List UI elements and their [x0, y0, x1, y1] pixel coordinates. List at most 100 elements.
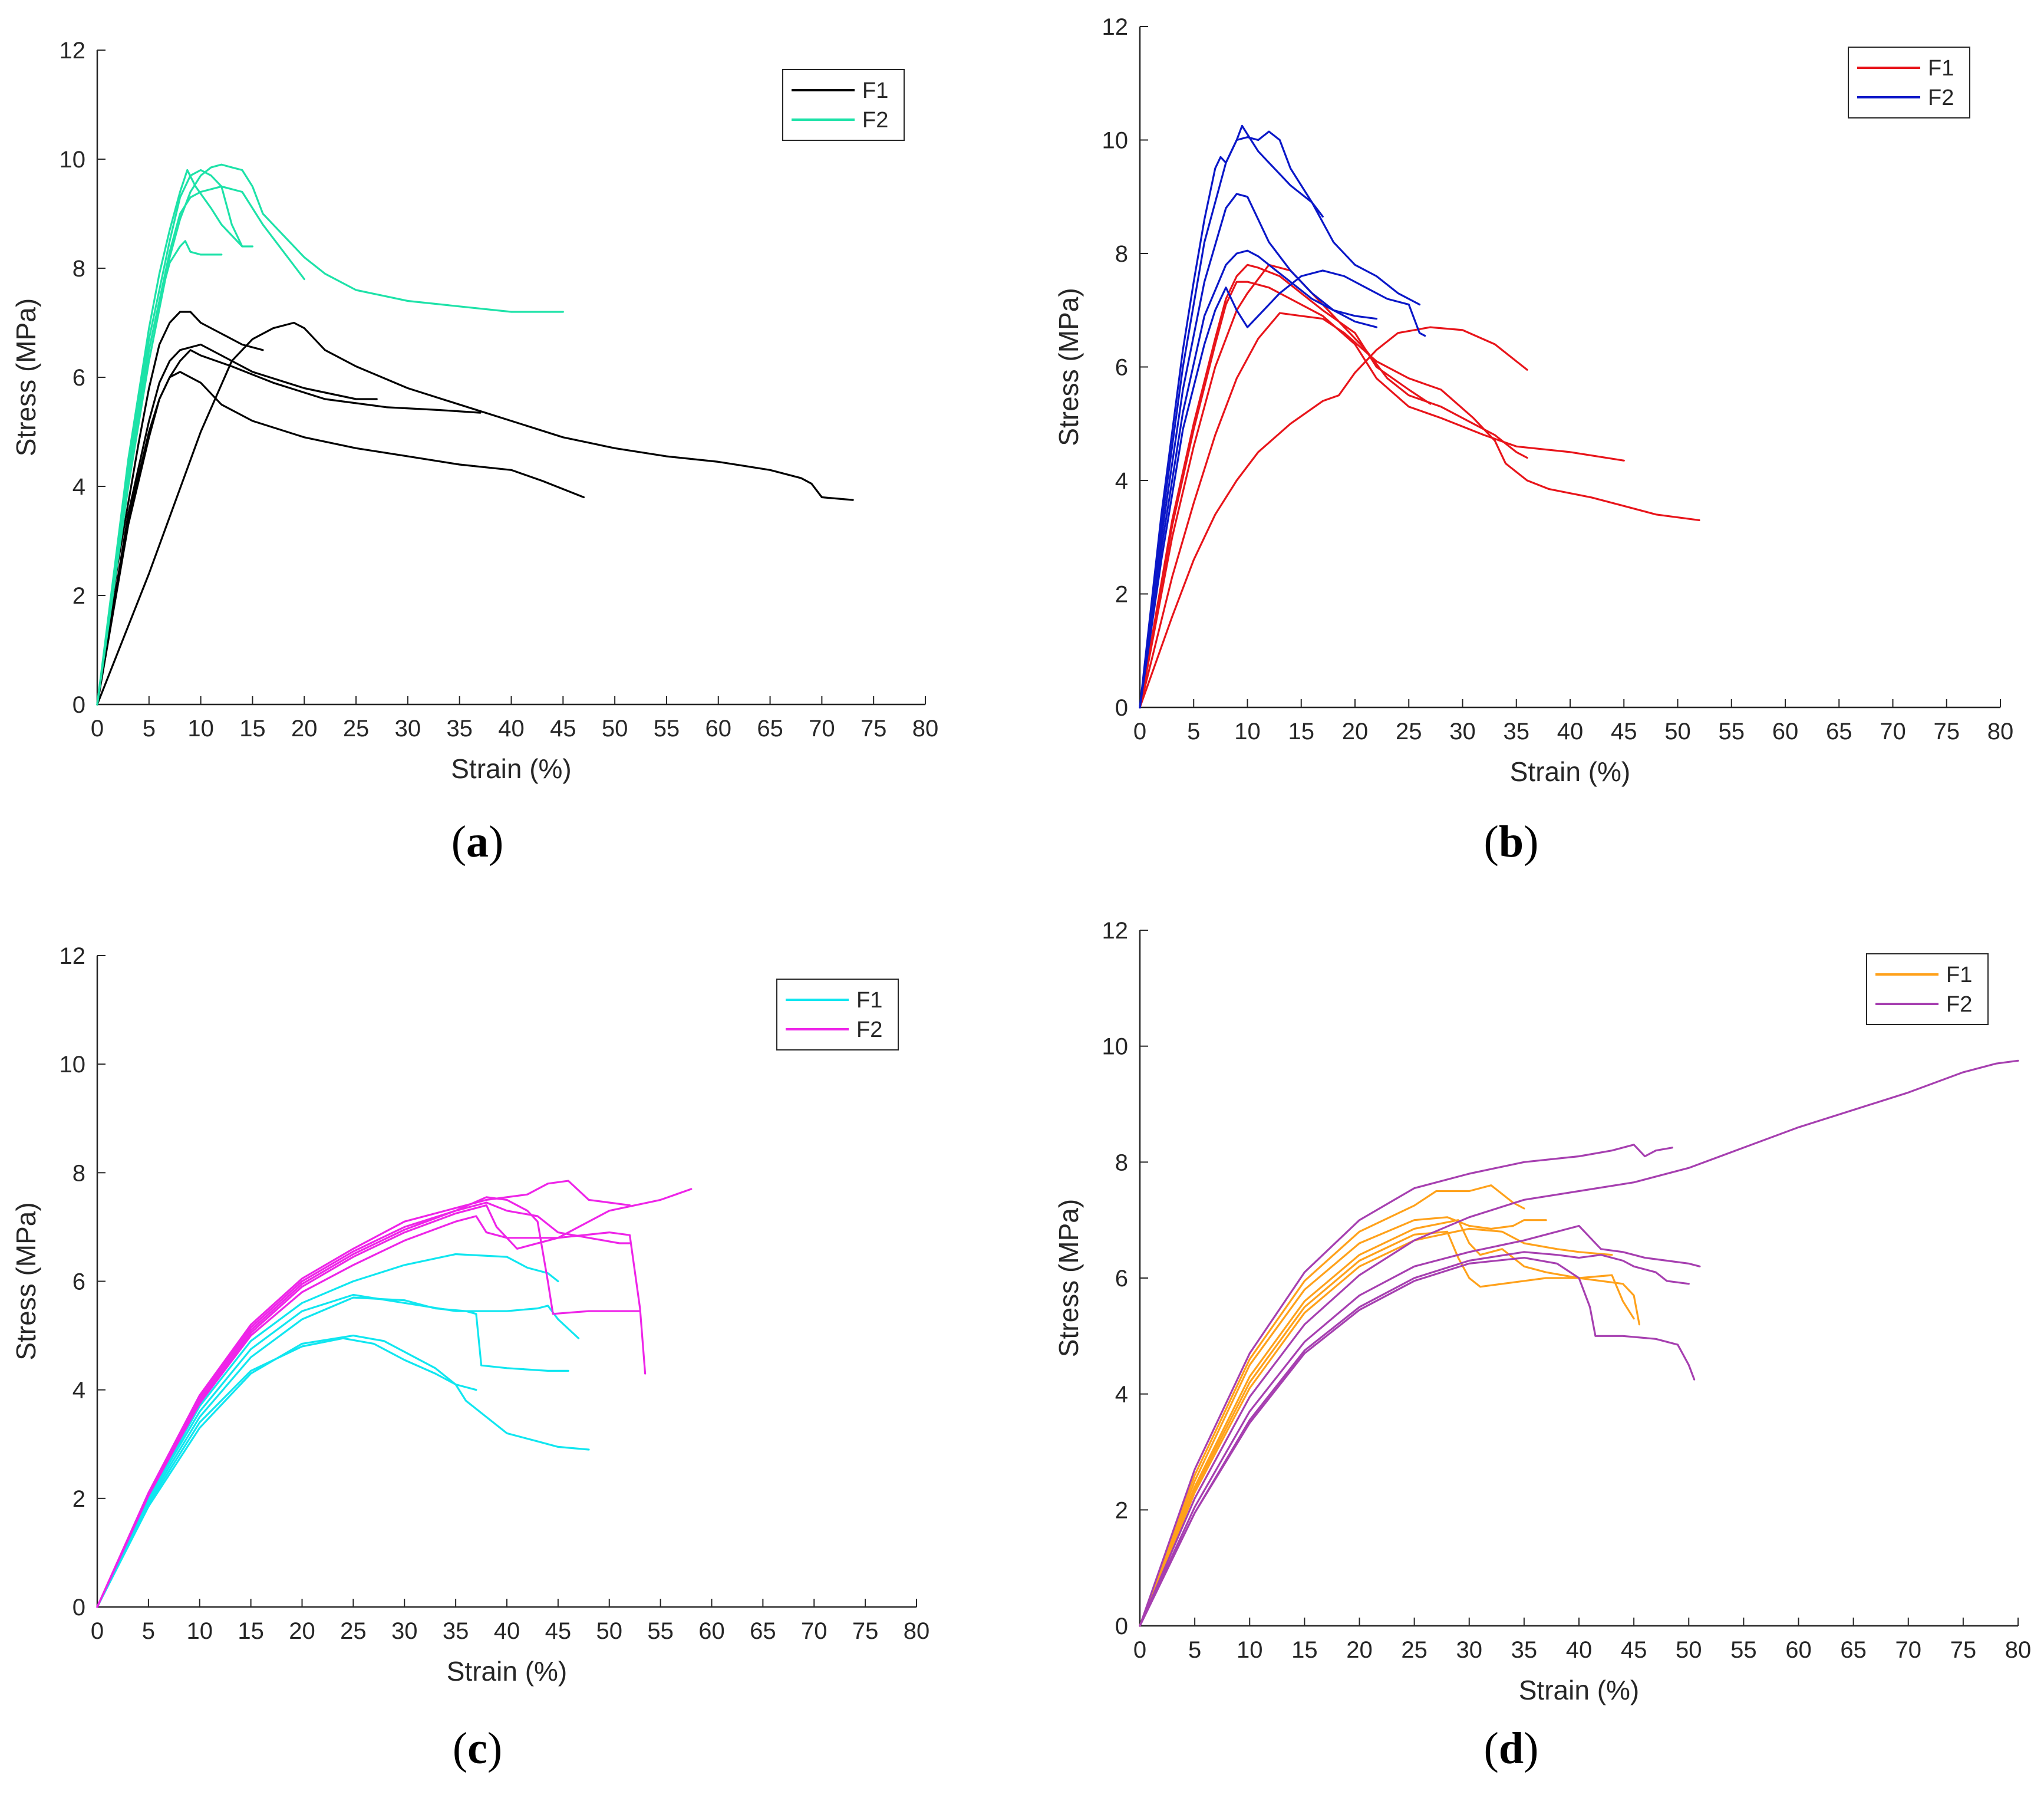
y-tick-label: 2: [72, 583, 85, 609]
x-tick-label: 5: [1188, 1637, 1201, 1663]
x-tick-label: 0: [1133, 1637, 1146, 1663]
legend-label: F2: [856, 1017, 882, 1042]
panel-c: 0 5 10 15 20 25 30 35 40 45 50 55 60 65 70 75 80 0 2 4 6 8 10 1…: [0, 904, 1022, 1807]
legend-label: F1: [856, 988, 882, 1013]
series-line-f2: [96, 1196, 641, 1608]
legend-box: [1848, 47, 1970, 118]
series-line-f1: [96, 1335, 590, 1608]
y-tick-label: 4: [72, 474, 85, 500]
x-tick-label: 35: [443, 1618, 469, 1644]
series-line-f2: [1139, 249, 1378, 709]
x-tick-label: 30: [391, 1618, 418, 1644]
x-tick-label: 40: [1566, 1637, 1593, 1663]
series-line-f2: [1139, 1251, 1690, 1627]
x-tick-label: 20: [1346, 1637, 1373, 1663]
series-line-f1: [1139, 312, 1700, 709]
series-line-f1: [1139, 326, 1528, 709]
y-tick-label: 10: [60, 1052, 86, 1078]
x-tick-label: 55: [1730, 1637, 1757, 1663]
x-tick-label: 45: [1621, 1637, 1647, 1663]
legend-label: F1: [1946, 963, 1972, 987]
legend-label: F2: [1928, 85, 1954, 110]
x-tick-label: 40: [498, 716, 525, 742]
series-line-f1: [96, 371, 585, 706]
x-tick-label: 15: [238, 1618, 264, 1644]
x-tick-label: 20: [291, 716, 318, 742]
series-line-f2: [1139, 269, 1426, 709]
caption-c: (c): [452, 1724, 503, 1773]
x-tick-label: 0: [91, 1618, 104, 1644]
x-tick-label: 5: [142, 1618, 155, 1644]
y-tick-label: 0: [72, 692, 85, 718]
y-tick-label: 0: [1115, 695, 1128, 721]
x-tick-label: 45: [545, 1618, 572, 1644]
y-tick-label: 8: [72, 1160, 85, 1186]
x-tick-label: 75: [852, 1618, 879, 1644]
caption-b: (b): [1483, 817, 1539, 867]
caption-d: (d): [1483, 1724, 1539, 1773]
x-tick-label: 50: [1664, 719, 1691, 745]
x-tick-label: 15: [239, 716, 266, 742]
x-tick-label: 55: [654, 716, 680, 742]
x-tick-label: 45: [550, 716, 576, 742]
x-tick-label: 50: [1676, 1637, 1702, 1663]
x-tick-label: 30: [1456, 1637, 1483, 1663]
x-axis-label: Strain (%): [1510, 756, 1630, 787]
legend-box: [782, 69, 905, 141]
x-tick-label: 25: [340, 1618, 367, 1644]
y-tick-label: 6: [72, 365, 85, 391]
series-line-f1: [1139, 1216, 1547, 1627]
x-tick-label: 75: [1950, 1637, 1977, 1663]
y-tick-label: 4: [72, 1378, 85, 1404]
x-axis-label: Strain (%): [1519, 1675, 1639, 1705]
series-line-f1: [1139, 264, 1528, 709]
series-line-f1: [96, 1296, 569, 1608]
y-tick-label: 8: [1115, 1150, 1128, 1175]
series-line-f2: [96, 1188, 693, 1608]
chart-b: 0 5 10 15 20 25 30 35 40 45 50 55 60 65 70 75 80 0 2 4 6 8 10 1…: [1053, 14, 2013, 787]
series-line-f1: [1139, 1184, 1525, 1627]
x-tick-label: 65: [1840, 1637, 1867, 1663]
x-tick-label: 65: [757, 716, 783, 742]
chart-c: 0 5 10 15 20 25 30 35 40 45 50 55 60 65 70 75 80 0 2 4 6 8 10 1…: [11, 943, 930, 1687]
x-tick-label: 25: [343, 716, 370, 742]
y-tick-label: 0: [72, 1595, 85, 1621]
y-tick-label: 10: [60, 147, 86, 173]
x-tick-label: 5: [143, 716, 156, 742]
series-line-f2: [1139, 1144, 1673, 1627]
x-tick-label: 80: [912, 716, 939, 742]
legend-label: F1: [1928, 56, 1954, 81]
x-tick-label: 70: [801, 1618, 828, 1644]
x-tick-label: 5: [1187, 719, 1200, 745]
x-tick-label: 10: [187, 1618, 213, 1644]
x-tick-label: 65: [750, 1618, 776, 1644]
x-tick-label: 10: [1234, 719, 1261, 745]
panel-a: 0 5 10 15 20 25 30 35 40 45 50 55 60 65 70 75 80 0 2 4 6 8 10 1…: [0, 0, 1022, 904]
series-line-f2: [1139, 1059, 2019, 1627]
x-tick-label: 35: [1511, 1637, 1538, 1663]
series-line-f2: [1139, 130, 1421, 709]
y-tick-label: 4: [1115, 468, 1128, 494]
caption-a: (a): [451, 817, 504, 867]
series-line-f2: [96, 1180, 631, 1608]
y-tick-label: 2: [1115, 582, 1128, 608]
x-tick-label: 60: [698, 1618, 725, 1644]
chart-d: 0 5 10 15 20 25 30 35 40 45 50 55 60 65 70 75 80 0 2 4 6 8 10 1…: [1053, 918, 2031, 1705]
series-line-f2: [1139, 1224, 1701, 1627]
y-tick-label: 0: [1115, 1613, 1128, 1639]
legend-box: [776, 979, 899, 1050]
y-tick-label: 6: [72, 1269, 85, 1295]
x-tick-label: 15: [1288, 719, 1315, 745]
series-line-f2: [96, 185, 305, 706]
x-tick-label: 30: [1449, 719, 1476, 745]
x-tick-label: 80: [904, 1618, 930, 1644]
series-line-f1: [1139, 281, 1625, 709]
x-axis-label: Strain (%): [451, 753, 571, 784]
legend-label: F2: [1946, 992, 1972, 1017]
x-tick-label: 70: [1895, 1637, 1922, 1663]
y-tick-label: 4: [1115, 1382, 1128, 1408]
x-tick-label: 40: [494, 1618, 520, 1644]
series-line-f2: [1139, 124, 1324, 709]
x-tick-label: 35: [1504, 719, 1530, 745]
x-tick-label: 60: [1772, 719, 1799, 745]
